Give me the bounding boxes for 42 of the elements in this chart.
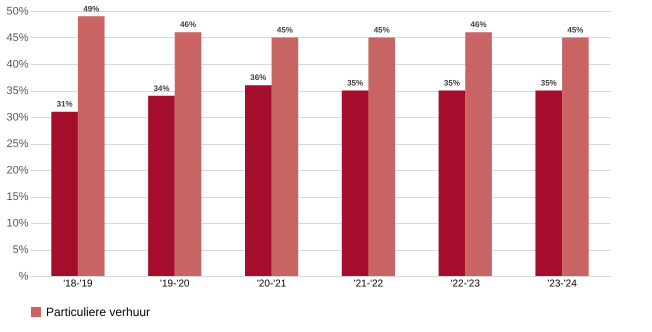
y-tick-label: 30%	[6, 112, 29, 124]
y-tick-label: 10%	[6, 218, 29, 230]
y-tick-label: 35%	[6, 85, 29, 97]
y-tick-label: 5%	[12, 244, 29, 256]
y-tick-label: 45%	[6, 32, 29, 44]
data-label: 36%	[250, 73, 266, 82]
y-tick-label: 50%	[6, 6, 29, 18]
data-label: 35%	[347, 78, 364, 88]
bar	[562, 38, 589, 276]
bar	[78, 16, 105, 276]
x-tick-label: '21-'22	[354, 278, 384, 290]
data-label: 31%	[56, 100, 73, 109]
x-tick-label: '22-'23	[450, 278, 480, 290]
bar	[465, 32, 492, 276]
y-tick-label: %	[18, 270, 29, 282]
bar	[272, 38, 298, 276]
legend-label: Particuliere verhuur	[46, 305, 150, 319]
data-label: 34%	[153, 84, 170, 93]
y-tick-label: 25%	[6, 138, 29, 150]
data-label: 45%	[567, 26, 584, 34]
data-label: 46%	[470, 20, 487, 30]
bar	[244, 85, 272, 276]
data-label: 45%	[276, 26, 293, 34]
x-tick-label: '18-'19	[63, 278, 94, 290]
bar	[342, 90, 368, 276]
bar	[51, 112, 78, 276]
bar	[174, 32, 202, 276]
data-label: 45%	[374, 26, 390, 34]
y-tick-label: 15%	[6, 191, 29, 203]
x-tick-label: '19-'20	[160, 278, 190, 290]
bar	[148, 96, 175, 276]
y-tick-label: 40%	[6, 58, 29, 70]
bar	[438, 90, 466, 276]
bar	[368, 38, 396, 276]
data-label: 49%	[83, 4, 100, 14]
bar	[535, 90, 562, 276]
y-tick-label: 20%	[6, 164, 29, 176]
x-tick-label: '23-'24	[547, 278, 578, 290]
x-tick-label: '20-'21	[256, 278, 287, 290]
data-label: 35%	[444, 78, 460, 88]
data-label: 46%	[180, 20, 196, 30]
data-label: 35%	[540, 78, 557, 88]
